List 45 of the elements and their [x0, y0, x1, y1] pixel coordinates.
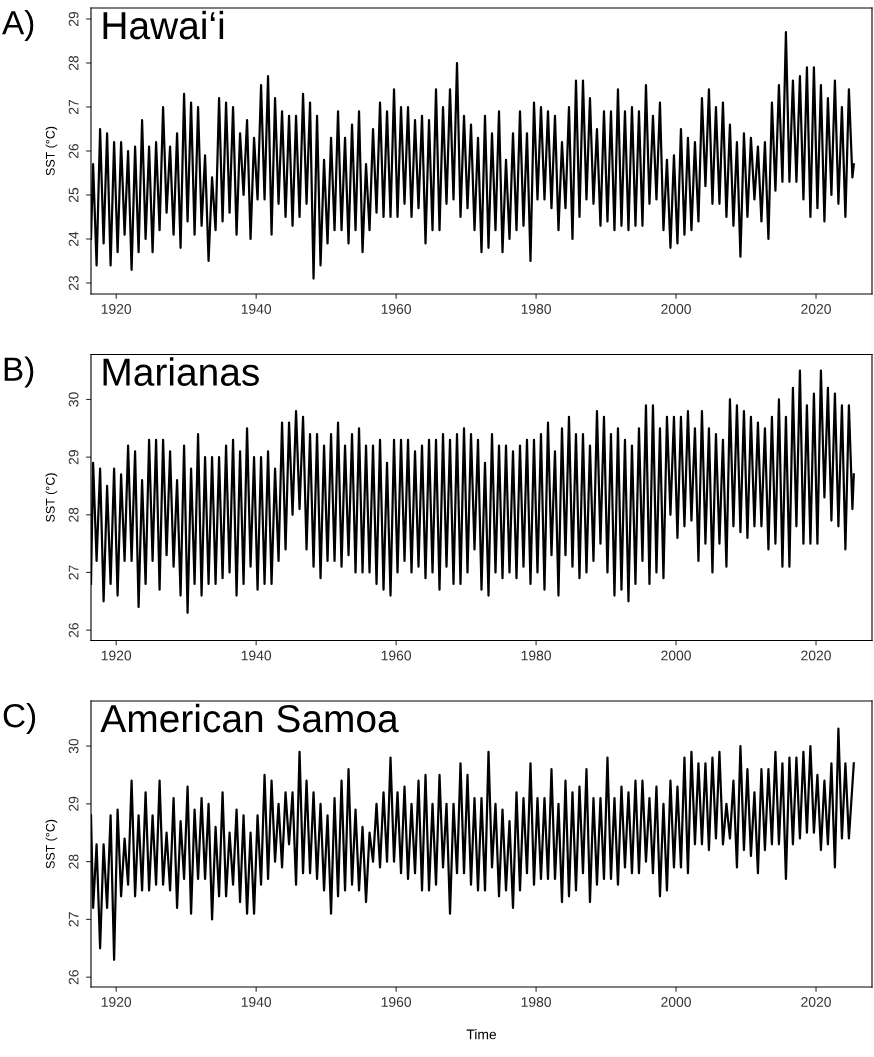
- x-tick-label: 2000: [661, 650, 691, 661]
- x-tick-label: 2020: [801, 650, 831, 661]
- y-axis-title: SST (°C): [45, 126, 58, 176]
- y-axis-title: SST (°C): [45, 473, 58, 522]
- x-tick-label: 1980: [521, 997, 551, 1007]
- y-tick-label: 28: [68, 854, 79, 869]
- y-tick-label: 23: [68, 275, 79, 291]
- y-tick-label: 26: [68, 623, 79, 638]
- chart-title: Hawai‘i: [103, 10, 224, 40]
- x-tick-label: 1940: [241, 650, 272, 661]
- y-tick-label: 28: [68, 55, 79, 71]
- x-tick-label: 2020: [801, 304, 831, 314]
- y-tick-label: 26: [68, 970, 79, 985]
- x-tick-label: 1960: [381, 997, 412, 1007]
- y-tick-label: 27: [68, 912, 79, 927]
- y-tick-label: 29: [68, 11, 79, 27]
- x-tick-label: 2000: [661, 304, 691, 314]
- x-tick-label: 1920: [101, 997, 132, 1007]
- chart-title: Marianas: [103, 357, 259, 386]
- x-axis-title: Time: [466, 1029, 497, 1040]
- y-tick-label: 29: [68, 450, 79, 465]
- x-tick-label: 1940: [241, 997, 272, 1007]
- x-tick-label: 2020: [801, 997, 831, 1007]
- y-tick-label: 24: [68, 231, 79, 247]
- x-tick-label: 1920: [101, 650, 132, 661]
- y-axis-title: SST (°C): [45, 819, 58, 869]
- x-tick-label: 1920: [101, 304, 132, 314]
- x-tick-label: 1960: [381, 304, 412, 314]
- x-tick-label: 1980: [521, 304, 551, 314]
- x-tick-label: 1960: [381, 650, 412, 661]
- text: C): [3, 703, 36, 735]
- y-tick-label: 25: [68, 187, 79, 203]
- x-tick-label: 1980: [521, 650, 551, 661]
- y-tick-label: 30: [68, 738, 79, 754]
- y-tick-label: 30: [68, 392, 79, 407]
- text: A): [2, 10, 34, 42]
- text: B): [4, 356, 34, 388]
- y-tick-label: 29: [68, 796, 79, 811]
- x-tick-label: 1940: [241, 304, 272, 314]
- y-tick-label: 26: [68, 143, 79, 159]
- x-tick-label: 2000: [661, 997, 691, 1007]
- y-tick-label: 27: [68, 99, 79, 115]
- y-tick-label: 27: [68, 565, 79, 580]
- chart-title: American Samoa: [100, 703, 399, 733]
- y-tick-label: 28: [68, 507, 79, 522]
